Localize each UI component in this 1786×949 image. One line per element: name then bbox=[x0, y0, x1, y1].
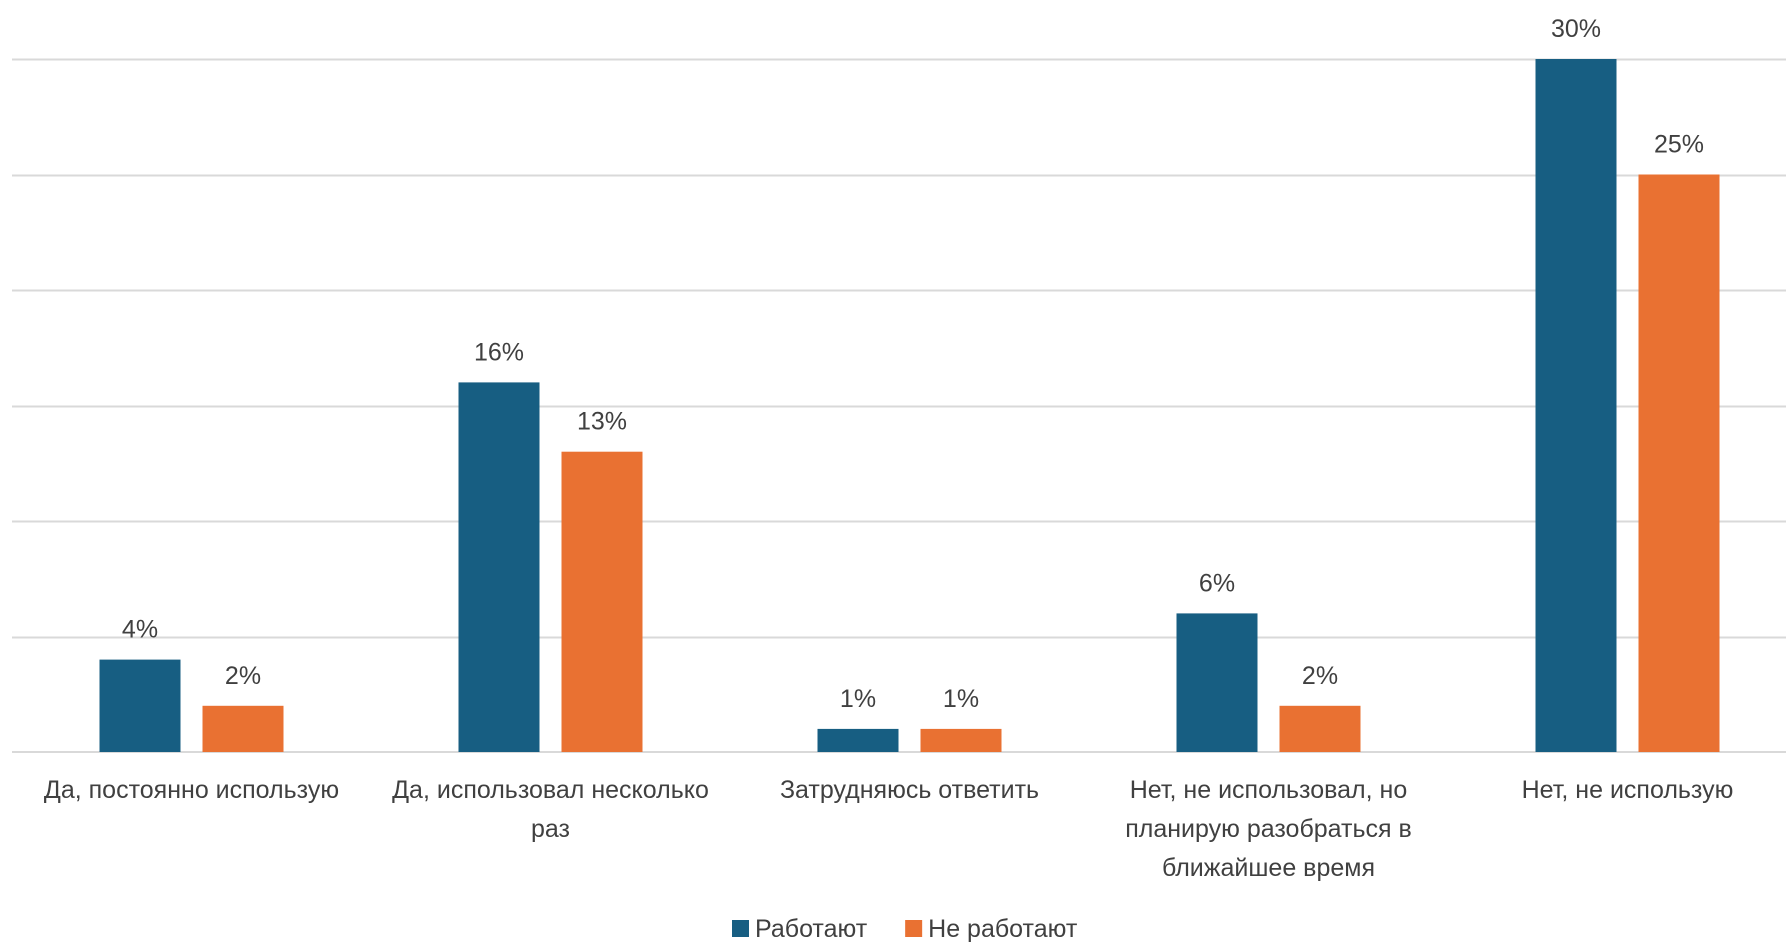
bars bbox=[99, 59, 1720, 752]
data-label: 16% bbox=[474, 338, 524, 366]
data-label: 2% bbox=[1302, 662, 1338, 690]
bar-not-working-2 bbox=[920, 728, 1002, 752]
legend-label: Работают bbox=[755, 915, 868, 943]
bar-working-2 bbox=[817, 728, 899, 752]
data-label: 25% bbox=[1654, 131, 1704, 159]
category-label: Нет, не использую bbox=[1522, 776, 1734, 804]
data-label: 4% bbox=[122, 616, 158, 644]
legend-label: Не работают bbox=[928, 915, 1078, 943]
data-label: 30% bbox=[1551, 15, 1601, 43]
bar-working-3 bbox=[1176, 613, 1258, 752]
category-label-line: Нет, не использовал, но bbox=[1130, 776, 1408, 804]
category-labels: Да, постоянно использую Да, использовал н… bbox=[44, 776, 1733, 882]
category-label-line: планирую разобраться в bbox=[1125, 815, 1412, 843]
data-label: 1% bbox=[943, 685, 979, 713]
data-label: 1% bbox=[840, 685, 876, 713]
category-label-line: Нет, не использую bbox=[1522, 776, 1734, 804]
bar-not-working-3 bbox=[1279, 705, 1361, 752]
category-label: Нет, не использовал, но планирую разобрат… bbox=[1125, 776, 1412, 882]
category-label-line: Да, использовал несколько bbox=[392, 776, 709, 804]
gridlines bbox=[12, 58, 1786, 753]
bar-working-4 bbox=[1535, 59, 1617, 752]
bar-working-1 bbox=[458, 382, 540, 752]
category-label: Затрудняюсь ответить bbox=[780, 776, 1039, 804]
category-label-line: ближайшее время bbox=[1162, 854, 1375, 882]
category-label: Да, использовал несколько раз bbox=[392, 776, 709, 843]
category-label: Да, постоянно использую bbox=[44, 776, 339, 804]
category-label-line: Затрудняюсь ответить bbox=[780, 776, 1039, 804]
legend-swatch bbox=[905, 920, 923, 937]
legend: Работают Не работают bbox=[732, 915, 1078, 943]
legend-swatch bbox=[732, 920, 749, 937]
data-label: 13% bbox=[577, 408, 627, 436]
bar-not-working-0 bbox=[202, 705, 284, 752]
bar-not-working-4 bbox=[1638, 174, 1720, 752]
bar-working-0 bbox=[99, 659, 181, 752]
category-label-line: раз bbox=[531, 815, 570, 843]
data-label: 6% bbox=[1199, 569, 1235, 597]
data-labels: 4% 2% 16% 13% 1% 1% 6% 2% 30% 25% bbox=[122, 15, 1704, 713]
data-label: 2% bbox=[225, 662, 261, 690]
bar-not-working-1 bbox=[561, 451, 643, 752]
category-label-line: Да, постоянно использую bbox=[44, 776, 339, 804]
